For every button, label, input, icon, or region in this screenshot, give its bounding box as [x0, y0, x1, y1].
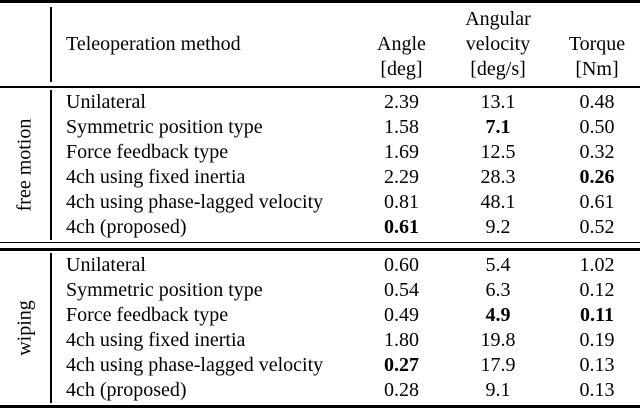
torque-value: 0.12 — [579, 279, 615, 301]
method-label: Unilateral — [66, 254, 146, 276]
method-header-label: Teleoperation method — [66, 33, 241, 55]
group-separator-rule — [0, 242, 640, 251]
angle-value: 0.27 — [384, 354, 419, 376]
torque-header-line: Torque — [568, 33, 626, 55]
angular-velocity-value: 4.9 — [485, 304, 511, 326]
angular-velocity-value: 17.9 — [480, 354, 516, 376]
angular-velocity-value: 48.1 — [480, 191, 516, 213]
method-label: Force feedback type — [66, 304, 229, 326]
method-label: Symmetric position type — [66, 279, 263, 301]
torque-unit-label: [Nm] — [575, 58, 619, 80]
group-wiping: wiping Unilateral 0.60 5.4 1.02 Symmetri… — [0, 251, 640, 405]
angle-value: 1.69 — [384, 141, 419, 163]
angle-value: 2.39 — [384, 91, 419, 113]
bottom-rule — [0, 405, 640, 408]
group-rows: Unilateral 0.60 5.4 1.02 Symmetric posit… — [52, 253, 640, 403]
table-header: Teleoperation method Angle [deg] Angular… — [0, 3, 640, 86]
table-row: 4ch (proposed) 0.61 9.2 0.52 — [52, 215, 640, 240]
torque-value: 0.61 — [579, 191, 615, 213]
column-header-angular-velocity: Angular velocity [deg/s] — [463, 7, 533, 82]
angular-velocity-value: 6.3 — [485, 279, 511, 301]
column-header-angle: Angle [deg] — [340, 7, 463, 82]
angle-unit-label: [deg] — [380, 58, 423, 80]
method-label: 4ch using fixed inertia — [66, 166, 246, 188]
torque-value: 0.26 — [579, 166, 615, 188]
angular-velocity-value: 12.5 — [480, 141, 516, 163]
torque-value: 0.13 — [579, 379, 615, 401]
angle-value: 0.49 — [384, 304, 419, 326]
angular-velocity-value: 28.3 — [480, 166, 516, 188]
method-label: 4ch (proposed) — [66, 216, 187, 238]
table-row: Symmetric position type 1.58 7.1 0.50 — [52, 115, 640, 140]
group-label-cell: free motion — [0, 90, 52, 240]
angle-value: 1.80 — [384, 329, 419, 351]
group-label-wiping: wiping — [13, 300, 36, 356]
angular-velocity-unit-label: [deg/s] — [470, 58, 526, 80]
method-label: Force feedback type — [66, 141, 229, 163]
group-label-cell: wiping — [0, 253, 52, 403]
torque-value: 0.32 — [579, 141, 615, 163]
table-row: Unilateral 0.60 5.4 1.02 — [52, 253, 640, 278]
torque-value: 0.11 — [580, 304, 614, 326]
angle-value: 2.29 — [384, 166, 419, 188]
group-free-motion: free motion Unilateral 2.39 13.1 0.48 Sy… — [0, 88, 640, 242]
angular-velocity-value: 9.2 — [485, 216, 511, 238]
top-rule — [0, 0, 640, 3]
angle-value: 0.54 — [384, 279, 419, 301]
angle-value: 0.60 — [384, 254, 419, 276]
column-header-torque: Torque [Nm] — [533, 7, 640, 82]
angle-value: 1.58 — [384, 116, 419, 138]
angle-value: 0.81 — [384, 191, 419, 213]
method-label: 4ch using fixed inertia — [66, 329, 246, 351]
torque-value: 0.52 — [579, 216, 615, 238]
table-row: 4ch using phase-lagged velocity 0.81 48.… — [52, 190, 640, 215]
angular-velocity-value: 19.8 — [480, 329, 516, 351]
angle-value: 0.28 — [384, 379, 419, 401]
table-row: Symmetric position type 0.54 6.3 0.12 — [52, 278, 640, 303]
angular-velocity-value: 13.1 — [480, 91, 516, 113]
torque-value: 0.48 — [579, 91, 615, 113]
group-rows: Unilateral 2.39 13.1 0.48 Symmetric posi… — [52, 90, 640, 240]
header-corner-cell — [0, 7, 52, 82]
torque-value: 0.19 — [579, 329, 615, 351]
angle-value: 0.61 — [384, 216, 419, 238]
table-row: 4ch using fixed inertia 1.80 19.8 0.19 — [52, 328, 640, 353]
column-header-method: Teleoperation method — [52, 7, 340, 82]
method-label: Unilateral — [66, 91, 146, 113]
torque-value: 0.13 — [579, 354, 615, 376]
angular-velocity-value: 7.1 — [485, 116, 511, 138]
table-row: 4ch (proposed) 0.28 9.1 0.13 — [52, 378, 640, 403]
method-label: Symmetric position type — [66, 116, 263, 138]
method-label: 4ch (proposed) — [66, 379, 187, 401]
group-label-free-motion: free motion — [13, 118, 36, 212]
angular-velocity-value: 5.4 — [485, 254, 511, 276]
angle-header-line: Angle — [377, 33, 426, 55]
table-row: 4ch using phase-lagged velocity 0.27 17.… — [52, 353, 640, 378]
method-label: 4ch using phase-lagged velocity — [66, 354, 324, 376]
table-row: Force feedback type 0.49 4.9 0.11 — [52, 303, 640, 328]
angular-velocity-value: 9.1 — [485, 379, 511, 401]
torque-value: 1.02 — [579, 254, 615, 276]
angular-velocity-header-line1: Angular — [465, 8, 531, 30]
header-rule — [0, 86, 640, 88]
table-row: Force feedback type 1.69 12.5 0.32 — [52, 140, 640, 165]
table-row: Unilateral 2.39 13.1 0.48 — [52, 90, 640, 115]
method-label: 4ch using phase-lagged velocity — [66, 191, 324, 213]
table-row: 4ch using fixed inertia 2.29 28.3 0.26 — [52, 165, 640, 190]
torque-value: 0.50 — [579, 116, 615, 138]
angular-velocity-header-line2: velocity — [465, 33, 531, 55]
